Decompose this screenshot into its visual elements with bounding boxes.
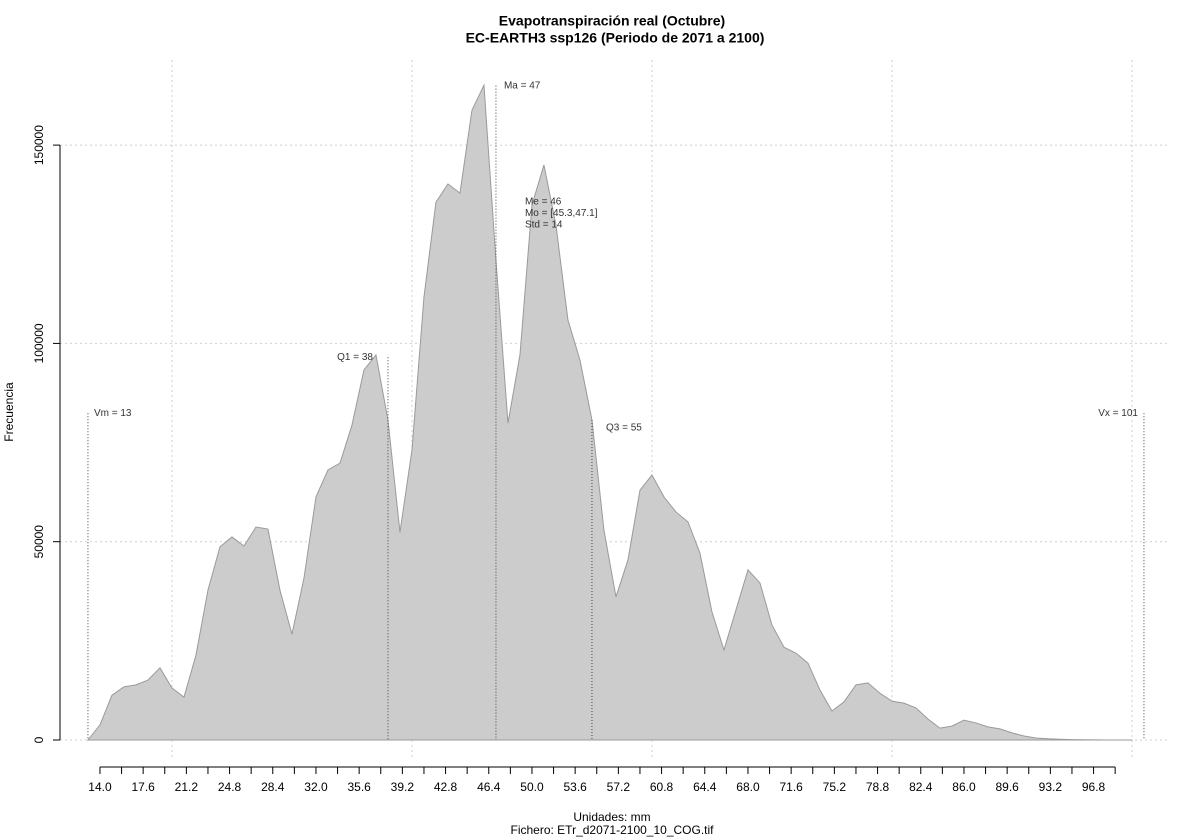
x-tick-label: 35.6 [347, 780, 371, 794]
annotation-label: Q1 = 38 [337, 352, 373, 363]
stat-label: Std = 14 [525, 220, 563, 231]
x-tick-label: 42.8 [434, 780, 458, 794]
stat-label: Me = 46 [525, 197, 562, 208]
x-tick-label: 50.0 [520, 780, 544, 794]
x-tick-label: 78.8 [866, 780, 890, 794]
x-tick-label: 17.6 [131, 780, 155, 794]
x-tick-label: 60.8 [650, 780, 674, 794]
x-tick-label: 21.2 [175, 780, 199, 794]
x-tick-label: 28.4 [261, 780, 285, 794]
x-tick-label: 93.2 [1039, 780, 1063, 794]
annotation-label: Vm = 13 [94, 408, 132, 419]
x-tick-label: 24.8 [218, 780, 242, 794]
x-tick-label: 75.2 [823, 780, 847, 794]
x-tick-label: 82.4 [909, 780, 933, 794]
x-tick-label: 64.4 [693, 780, 717, 794]
y-tick-label: 100000 [32, 323, 46, 363]
x-tick-label: 14.0 [88, 780, 112, 794]
annotation-label: Ma = 47 [504, 80, 541, 91]
x-tick-label: 57.2 [607, 780, 631, 794]
x-tick-label: 68.0 [736, 780, 760, 794]
y-tick-label: 50000 [32, 525, 46, 559]
x-tick-label: 32.0 [304, 780, 328, 794]
annotation-label: Q3 = 55 [606, 423, 642, 434]
annotation-label: Vx = 101 [1098, 408, 1138, 419]
area [86, 83, 1132, 741]
x-tick-label: 39.2 [391, 780, 415, 794]
caption: Fichero: ETr_d2071-2100_10_COG.tif [511, 823, 715, 837]
x-axis-label: Unidades: mm [573, 810, 650, 824]
x-tick-label: 86.0 [952, 780, 976, 794]
stat-label: Mo = [45.3,47.1] [525, 208, 598, 219]
x-tick-label: 96.8 [1082, 780, 1106, 794]
x-tick-label: 46.4 [477, 780, 501, 794]
chart-subtitle: EC-EARTH3 ssp126 (Periodo de 2071 a 2100… [466, 30, 765, 46]
x-tick-label: 89.6 [995, 780, 1019, 794]
y-axis-label: Frecuencia [2, 382, 16, 442]
x-tick-label: 71.6 [779, 780, 803, 794]
chart-title: Evapotranspiración real (Octubre) [499, 13, 725, 29]
y-tick-label: 150000 [32, 125, 46, 165]
x-tick-label: 53.6 [563, 780, 587, 794]
y-tick-label: 0 [32, 736, 46, 743]
